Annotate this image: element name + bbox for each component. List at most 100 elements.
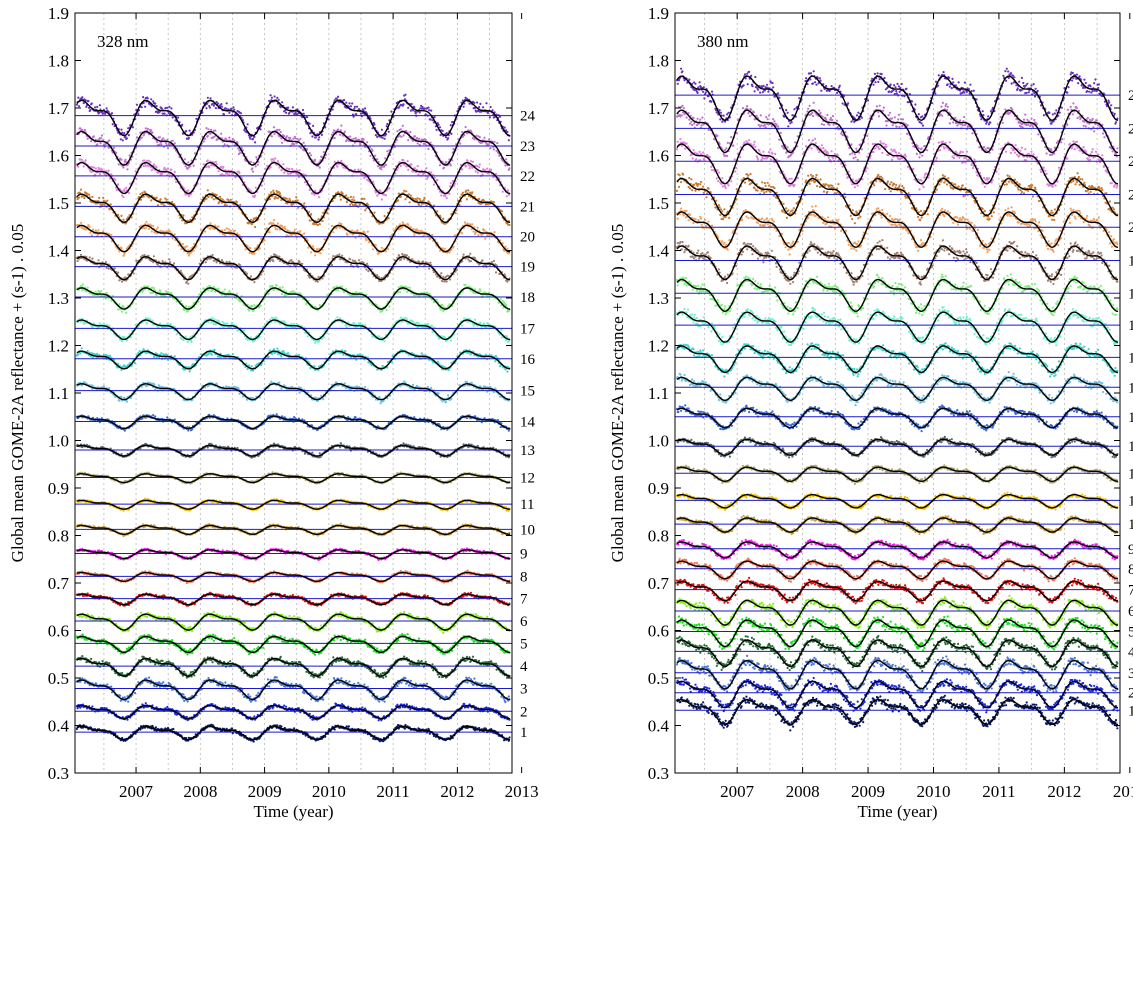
data-point <box>83 681 87 684</box>
data-point <box>266 678 269 681</box>
data-point <box>183 699 186 703</box>
data-point <box>193 674 196 677</box>
data-point <box>203 657 206 660</box>
data-point <box>315 695 318 698</box>
data-point <box>374 669 377 673</box>
data-point <box>293 727 296 730</box>
data-point <box>504 701 507 704</box>
data-point <box>314 653 317 656</box>
data-point <box>252 740 255 743</box>
data-point <box>411 663 415 666</box>
data-point <box>341 656 344 659</box>
data-point <box>337 677 340 680</box>
data-point <box>442 631 445 635</box>
data-point <box>463 702 466 706</box>
data-point <box>312 676 315 679</box>
data-point <box>76 707 79 710</box>
data-point <box>357 681 360 685</box>
data-point <box>145 677 148 680</box>
data-point <box>212 639 215 642</box>
data-point <box>275 676 278 679</box>
data-point <box>420 660 423 663</box>
data-point <box>212 610 215 613</box>
data-point <box>279 635 282 638</box>
data-point <box>101 707 104 710</box>
data-point <box>221 615 224 618</box>
data-point <box>139 611 143 614</box>
data-point <box>225 727 228 730</box>
data-point <box>233 637 236 640</box>
data-point <box>417 659 420 662</box>
data-point <box>291 638 294 641</box>
data-point <box>119 694 122 697</box>
data-point <box>247 693 250 696</box>
data-point <box>332 639 336 642</box>
data-point <box>478 727 481 730</box>
data-point <box>318 676 321 679</box>
data-point <box>161 659 164 663</box>
data-point <box>382 676 385 679</box>
data-point <box>182 693 185 696</box>
data-point <box>378 700 381 703</box>
data-point <box>364 638 367 641</box>
data-point <box>214 634 217 637</box>
data-point <box>404 677 407 680</box>
data-point <box>345 725 348 728</box>
data-point <box>146 615 149 619</box>
data-point <box>78 615 81 618</box>
data-point <box>204 661 207 664</box>
data-point <box>121 672 124 675</box>
data-point <box>162 681 165 684</box>
data-point <box>345 679 348 682</box>
data-point <box>473 677 476 680</box>
data-point <box>212 633 215 636</box>
data-point <box>335 682 338 685</box>
data-point <box>349 637 352 640</box>
data-point <box>478 659 481 662</box>
data-point <box>399 569 402 573</box>
data-point <box>322 698 325 701</box>
data-point <box>484 727 487 730</box>
data-point <box>211 661 214 664</box>
data-point <box>296 616 299 619</box>
data-point <box>230 682 233 685</box>
data-point <box>396 684 399 688</box>
data-point <box>133 691 137 695</box>
data-point <box>293 615 296 618</box>
data-point <box>101 660 104 663</box>
data-point <box>231 727 234 730</box>
data-point <box>353 682 356 686</box>
data-point <box>340 677 343 680</box>
data-point <box>121 716 124 719</box>
data-point <box>361 706 364 709</box>
data-point <box>183 670 186 673</box>
data-point <box>283 704 286 707</box>
data-point <box>434 735 437 739</box>
data-point <box>305 670 308 673</box>
data-point <box>189 626 192 629</box>
data-point <box>126 718 129 721</box>
data-point <box>404 723 407 727</box>
data-point <box>406 633 409 636</box>
data-point <box>229 660 232 663</box>
data-point <box>189 671 193 674</box>
data-point <box>400 681 403 684</box>
data-point <box>339 638 342 642</box>
data-point <box>85 616 88 619</box>
data-point <box>490 728 493 731</box>
data-point <box>456 644 459 647</box>
data-point <box>238 618 241 621</box>
data-point <box>465 677 469 680</box>
data-point <box>127 700 130 703</box>
data-point <box>276 724 279 727</box>
data-point <box>144 615 147 618</box>
data-point <box>273 611 276 614</box>
data-point <box>348 680 351 683</box>
data-point <box>191 629 194 633</box>
data-point <box>424 660 427 663</box>
data-point <box>360 616 363 619</box>
data-point <box>467 676 471 679</box>
data-point <box>81 615 84 618</box>
data-point <box>464 659 467 662</box>
data-point <box>148 638 151 641</box>
